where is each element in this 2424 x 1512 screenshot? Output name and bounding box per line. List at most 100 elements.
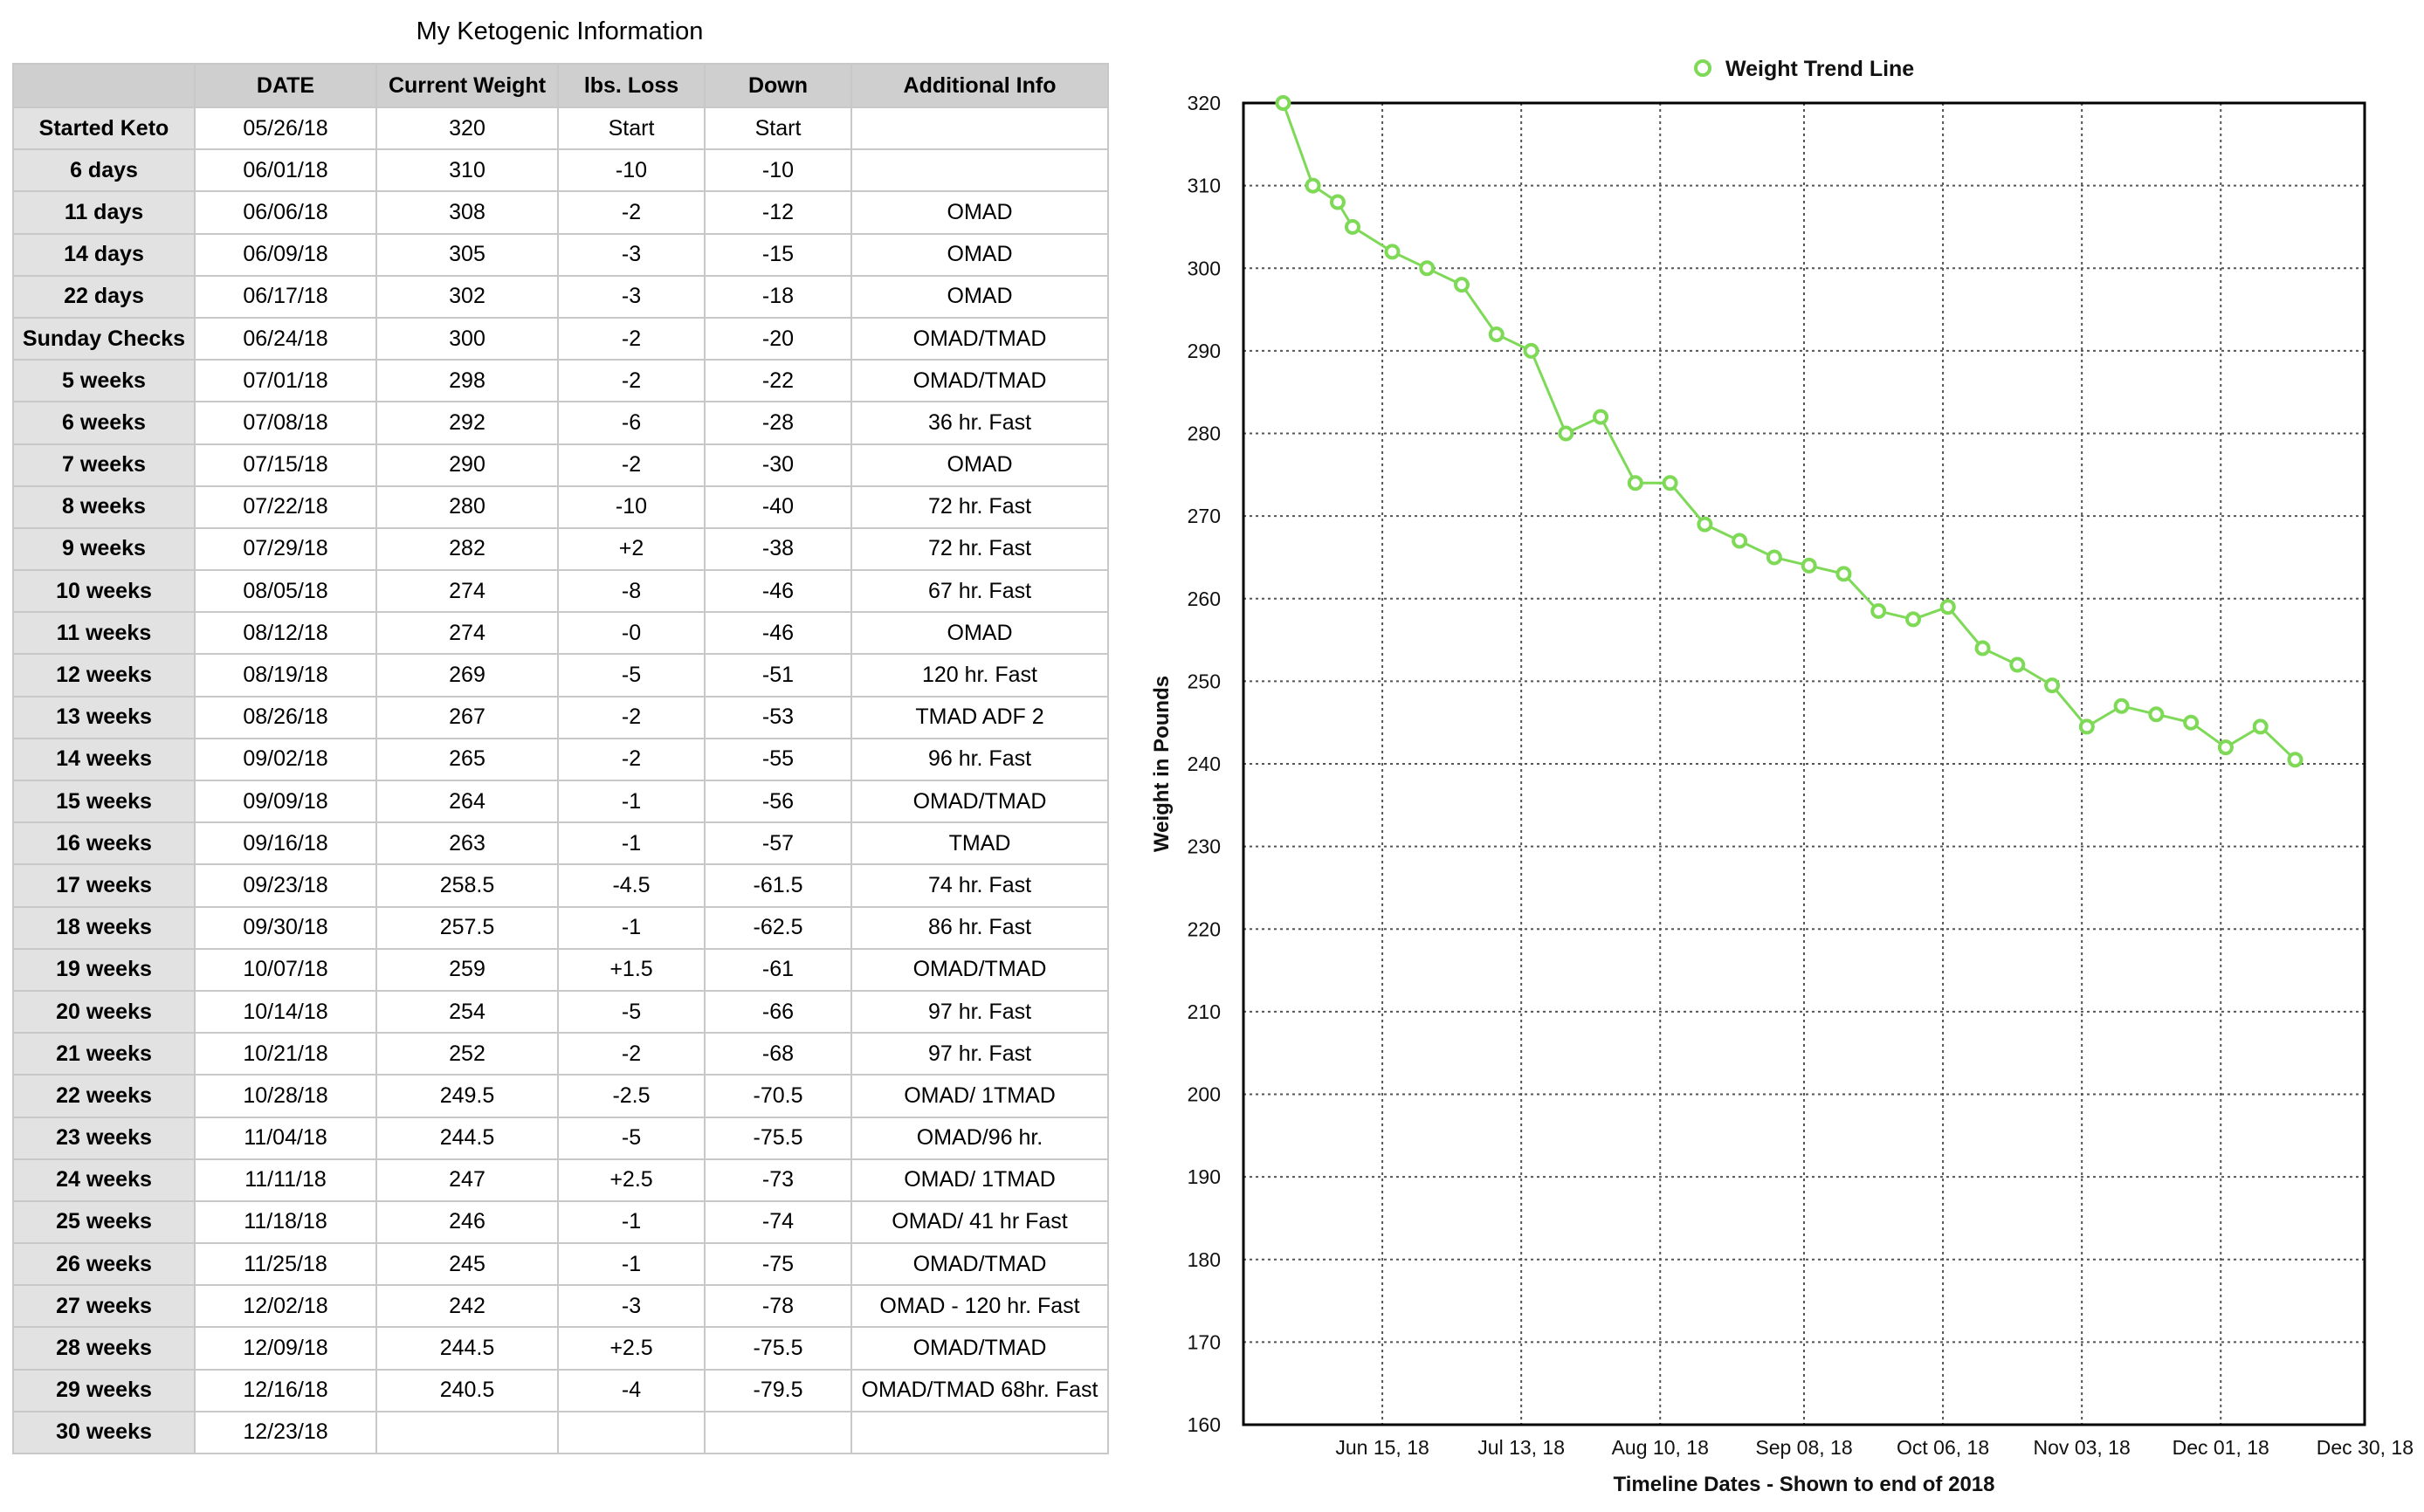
table-cell: OMAD: [850, 274, 1109, 319]
table-cell: -46: [704, 611, 852, 656]
row-label: 26 weeks: [12, 1242, 196, 1287]
table-row: 29 weeks 12/16/18 240.5 -4 -79.5 OMAD/TMAD 68…: [12, 1368, 1109, 1412]
table-row: 14 weeks 09/02/18 265 -2 -55 96 hr. Fast: [12, 737, 1109, 782]
x-tick-label: Jul 13, 18: [1477, 1436, 1565, 1459]
table-cell: +2.5: [557, 1326, 706, 1371]
table-cell: -75: [704, 1242, 852, 1287]
table-cell: 07/08/18: [194, 401, 377, 445]
row-label: 6 days: [12, 148, 196, 193]
table-cell: 07/01/18: [194, 359, 377, 403]
table-cell: -5: [557, 653, 706, 698]
table-cell: -5: [557, 989, 706, 1034]
data-point: [2113, 698, 2130, 714]
table-cell: 240.5: [375, 1368, 559, 1412]
row-label: 6 weeks: [12, 401, 196, 445]
table-cell: 290: [375, 443, 559, 487]
table-cell: 10/14/18: [194, 989, 377, 1034]
table-cell: OMAD/TMAD: [850, 316, 1109, 361]
table-cell: 242: [375, 1284, 559, 1329]
table-cell: 302: [375, 274, 559, 319]
table-cell: 254: [375, 989, 559, 1034]
row-label: 9 weeks: [12, 526, 196, 572]
table-row: 16 weeks 09/16/18 263 -1 -57 TMAD: [12, 821, 1109, 866]
table-row: 24 weeks 11/11/18 247 +2.5 -73 OMAD/ 1TMAD: [12, 1158, 1109, 1202]
table-row: Sunday Checks 06/24/18 300 -2 -20 OMAD/TMAD: [12, 316, 1109, 361]
y-tick-label: 160: [1188, 1413, 1221, 1436]
data-point: [1766, 549, 1782, 566]
table-cell: -74: [704, 1199, 852, 1245]
x-tick-label: Jun 15, 18: [1335, 1436, 1429, 1459]
table-cell: 08/19/18: [194, 653, 377, 698]
table-cell: -30: [704, 443, 852, 487]
table-cell: OMAD/ 41 hr Fast: [850, 1199, 1109, 1245]
table-cell: 10/21/18: [194, 1032, 377, 1076]
table-cell: -5: [557, 1116, 706, 1160]
table-cell: -2: [557, 443, 706, 487]
x-tick-label: Oct 06, 18: [1897, 1436, 1989, 1459]
table-cell: 67 hr. Fast: [850, 569, 1109, 614]
table-cell: 265: [375, 737, 559, 782]
table-cell: OMAD/TMAD 68hr. Fast: [850, 1368, 1109, 1412]
table-cell: -1: [557, 821, 706, 866]
table-row: 12 weeks 08/19/18 269 -5 -51 120 hr. Fast: [12, 653, 1109, 698]
table-cell: -61.5: [704, 863, 852, 908]
row-label: 14 weeks: [12, 737, 196, 782]
table-cell: 09/23/18: [194, 863, 377, 908]
table-cell: 06/06/18: [194, 190, 377, 235]
row-label: 25 weeks: [12, 1199, 196, 1245]
data-point: [1453, 277, 1470, 293]
table-cell: -2: [557, 1032, 706, 1076]
table-cell: OMAD: [850, 611, 1109, 656]
row-label: 16 weeks: [12, 821, 196, 866]
legend-label: Weight Trend Line: [1725, 57, 1914, 81]
y-tick-label: 240: [1188, 753, 1221, 775]
table-cell: 05/26/18: [194, 106, 377, 151]
table-cell: 09/02/18: [194, 737, 377, 782]
row-label: 11 days: [12, 190, 196, 235]
table-cell: -66: [704, 989, 852, 1034]
table-row: 11 weeks 08/12/18 274 -0 -46 OMAD: [12, 611, 1109, 656]
data-point: [1593, 409, 1609, 425]
table-cell: 12/09/18: [194, 1326, 377, 1371]
y-tick-label: 190: [1188, 1165, 1221, 1188]
row-label: 19 weeks: [12, 947, 196, 992]
data-point: [1344, 218, 1360, 235]
table-cell: -2: [557, 359, 706, 403]
y-tick-label: 180: [1188, 1248, 1221, 1271]
table-cell: 07/22/18: [194, 485, 377, 529]
row-label: 22 days: [12, 274, 196, 319]
table-cell: -53: [704, 695, 852, 739]
y-tick-label: 260: [1188, 588, 1221, 610]
table-cell: -10: [557, 485, 706, 529]
column-header: [12, 63, 196, 108]
table-cell: 11/25/18: [194, 1242, 377, 1287]
table-cell: 11/11/18: [194, 1158, 377, 1202]
table-cell: 09/30/18: [194, 905, 377, 950]
table-cell: 263: [375, 821, 559, 866]
table-cell: 12/23/18: [194, 1410, 377, 1455]
data-point: [2009, 656, 2026, 673]
table-cell: -40: [704, 485, 852, 529]
table-cell: -3: [557, 274, 706, 319]
x-tick-label: Dec 30, 18: [2317, 1436, 2414, 1459]
row-label: 27 weeks: [12, 1284, 196, 1329]
y-tick-label: 300: [1188, 257, 1221, 279]
table-cell: -12: [704, 190, 852, 235]
data-point: [1419, 260, 1436, 277]
y-tick-label: 290: [1188, 340, 1221, 362]
data-point: [2252, 718, 2269, 735]
table-header-row: DATE Current Weight lbs. Loss Down Additiona…: [12, 63, 1109, 108]
y-tick-label: 220: [1188, 918, 1221, 940]
row-label: 22 weeks: [12, 1074, 196, 1118]
y-axis-title: Weight in Pounds: [1150, 676, 1174, 852]
table-cell: 269: [375, 653, 559, 698]
row-label: 28 weeks: [12, 1326, 196, 1371]
table-cell: -1: [557, 779, 706, 824]
table-cell: 292: [375, 401, 559, 445]
table-row: 23 weeks 11/04/18 244.5 -5 -75.5 OMAD/96 hr.: [12, 1116, 1109, 1160]
row-label: 30 weeks: [12, 1410, 196, 1455]
table-cell: -18: [704, 274, 852, 319]
table-cell: [850, 1410, 1109, 1455]
data-point: [1974, 640, 1991, 656]
table-cell: -6: [557, 401, 706, 445]
